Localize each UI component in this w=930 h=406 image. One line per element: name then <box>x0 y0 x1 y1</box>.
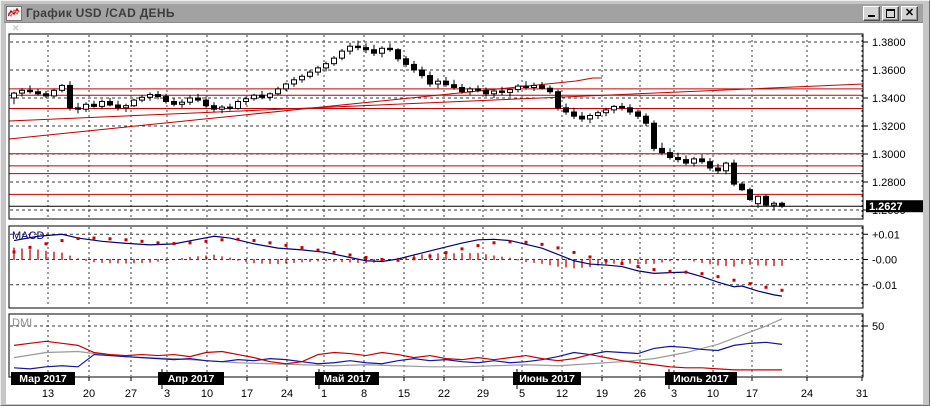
svg-text:DMI: DMI <box>12 317 32 329</box>
svg-text:12: 12 <box>556 388 568 400</box>
svg-text:3: 3 <box>164 388 170 400</box>
svg-text:17: 17 <box>241 388 253 400</box>
svg-text:Июль 2017: Июль 2017 <box>673 373 729 385</box>
minimize-button[interactable] <box>863 5 880 21</box>
svg-text:17: 17 <box>746 388 758 400</box>
last-price-badge: 1.2627 <box>866 200 923 213</box>
macd-histogram <box>13 247 783 269</box>
macd-signal-dotted <box>12 236 784 292</box>
svg-text:1.2627: 1.2627 <box>869 201 903 213</box>
svg-text:1.3600: 1.3600 <box>872 65 906 77</box>
svg-text:-0.00: -0.00 <box>872 255 897 267</box>
svg-text:27: 27 <box>125 388 137 400</box>
svg-text:Май 2017: Май 2017 <box>323 373 371 385</box>
svg-text:+0.01: +0.01 <box>872 229 900 241</box>
svg-text:10: 10 <box>201 388 213 400</box>
svg-text:1.2800: 1.2800 <box>872 177 906 189</box>
svg-text:1.3000: 1.3000 <box>872 149 906 161</box>
chart-area[interactable]: 1.3800 1.3600 1.3400 1.3200 1.3000 1.2800 1.26… <box>1 23 930 406</box>
svg-text:31: 31 <box>856 388 868 400</box>
dmi-minus-di-line <box>13 341 783 370</box>
candles <box>11 40 785 210</box>
window-controls: ✕ <box>863 5 918 21</box>
dmi-plus-di-line <box>13 340 782 371</box>
svg-text:1.3200: 1.3200 <box>872 121 906 133</box>
macd-line <box>13 233 783 297</box>
maximize-button[interactable] <box>882 5 899 21</box>
close-button[interactable]: ✕ <box>901 5 918 21</box>
svg-text:29: 29 <box>477 388 489 400</box>
svg-text:13: 13 <box>42 388 54 400</box>
svg-text:Апр 2017: Апр 2017 <box>168 373 215 385</box>
svg-text:Июнь 2017: Июнь 2017 <box>519 373 575 385</box>
svg-text:24: 24 <box>801 388 813 400</box>
chart-client-area: ✕ <box>6 23 923 404</box>
svg-text:15: 15 <box>398 388 410 400</box>
chart-app-icon <box>6 5 22 21</box>
svg-text:1.3400: 1.3400 <box>872 93 906 105</box>
price-panel: 1.3800 1.3600 1.3400 1.3200 1.3000 1.2800 1.26… <box>10 37 906 217</box>
svg-text:19: 19 <box>596 388 608 400</box>
svg-text:8: 8 <box>361 388 367 400</box>
svg-text:50: 50 <box>872 321 884 333</box>
svg-text:20: 20 <box>83 388 95 400</box>
trendlines <box>8 77 864 140</box>
svg-text:-0.01: -0.01 <box>872 280 897 292</box>
svg-text:10: 10 <box>707 388 719 400</box>
svg-text:22: 22 <box>438 388 450 400</box>
svg-text:24: 24 <box>281 388 293 400</box>
window-title: График USD /CAD ДЕНЬ <box>26 6 175 20</box>
svg-text:26: 26 <box>634 388 646 400</box>
window-titlebar[interactable]: График USD /CAD ДЕНЬ ✕ <box>4 4 923 23</box>
svg-text:1: 1 <box>321 388 327 400</box>
x-axis: 13 20 27 3 10 17 24 1 8 15 22 29 5 12 19 26 3 10 17 24 31 Мар… <box>11 369 868 400</box>
panel-borders <box>8 33 864 378</box>
dmi-panel: 50 DMI <box>10 317 884 333</box>
support-resistance-lines <box>9 88 863 195</box>
svg-text:3: 3 <box>671 388 677 400</box>
resize-grip-mark: ✕ <box>12 23 20 33</box>
svg-text:1.3800: 1.3800 <box>872 37 906 49</box>
svg-text:5: 5 <box>519 388 525 400</box>
svg-text:Мар 2017: Мар 2017 <box>19 373 67 385</box>
